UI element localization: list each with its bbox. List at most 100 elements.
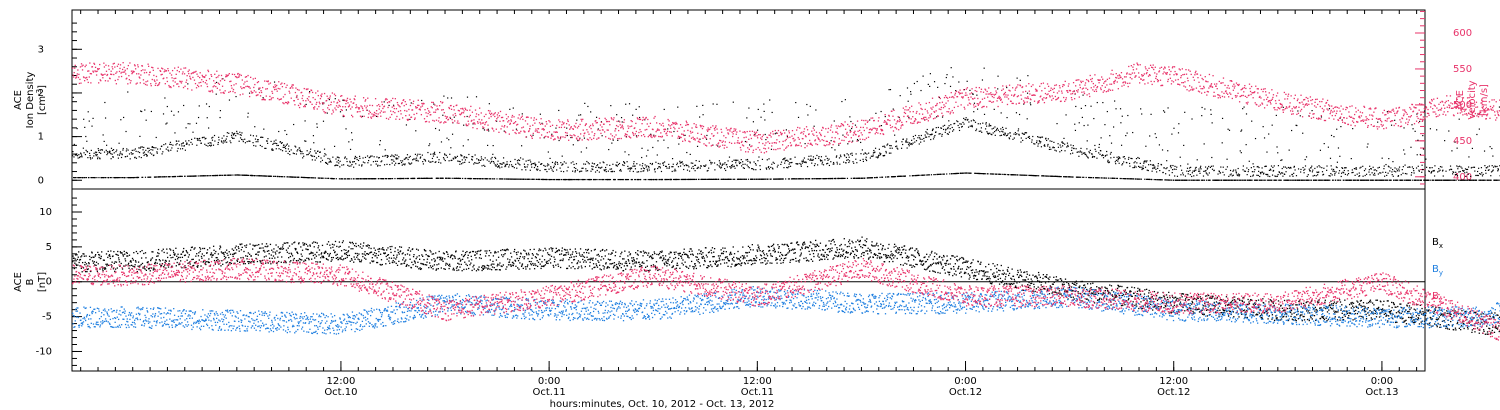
velocity-point bbox=[312, 107, 315, 109]
density-point bbox=[208, 105, 210, 108]
velocity-point bbox=[169, 86, 172, 88]
density-point bbox=[338, 178, 341, 180]
density-point bbox=[880, 153, 882, 155]
velocity-point bbox=[221, 78, 223, 80]
density-point bbox=[81, 155, 83, 157]
density-point bbox=[172, 144, 174, 146]
density-point bbox=[785, 178, 787, 180]
velocity-point bbox=[159, 69, 161, 72]
density-point bbox=[178, 175, 180, 178]
density-point bbox=[549, 178, 551, 181]
density-point bbox=[1398, 168, 1400, 170]
density-point bbox=[547, 163, 549, 165]
density-point bbox=[281, 150, 284, 152]
velocity-point bbox=[119, 67, 121, 70]
density-point bbox=[748, 144, 751, 146]
density-point bbox=[828, 158, 830, 160]
density-point bbox=[639, 164, 641, 166]
velocity-point bbox=[274, 84, 276, 86]
density-point bbox=[533, 166, 536, 169]
density-point bbox=[646, 165, 648, 167]
density-point bbox=[175, 144, 177, 146]
density-point bbox=[320, 157, 322, 159]
density-point bbox=[1186, 170, 1188, 172]
density-point bbox=[1402, 179, 1404, 181]
density-point bbox=[173, 114, 175, 116]
velocity-point bbox=[342, 114, 344, 117]
density-point bbox=[1235, 171, 1237, 173]
density-point bbox=[767, 166, 769, 169]
density-point bbox=[1355, 168, 1357, 170]
density-point bbox=[1253, 171, 1255, 173]
density-point bbox=[1391, 168, 1394, 171]
density-point bbox=[1267, 173, 1269, 176]
density-point bbox=[340, 178, 343, 180]
velocity-point bbox=[274, 86, 277, 88]
density-point bbox=[463, 156, 465, 158]
density-point bbox=[439, 151, 441, 154]
density-point bbox=[105, 176, 107, 179]
density-point bbox=[558, 139, 560, 142]
density-point bbox=[675, 178, 677, 181]
density-point bbox=[600, 167, 602, 169]
density-point bbox=[211, 139, 214, 141]
density-point bbox=[364, 162, 366, 164]
density-point bbox=[653, 169, 656, 171]
velocity-point bbox=[304, 105, 306, 108]
density-point bbox=[920, 134, 922, 137]
density-point bbox=[591, 168, 593, 170]
density-point bbox=[295, 153, 298, 155]
density-point bbox=[1435, 179, 1437, 181]
velocity-point bbox=[239, 94, 241, 96]
velocity-point bbox=[204, 82, 207, 84]
density-point bbox=[651, 178, 653, 181]
density-point bbox=[223, 135, 225, 137]
velocity-point bbox=[143, 72, 146, 74]
density-point bbox=[1126, 132, 1128, 134]
velocity-point bbox=[189, 77, 191, 79]
density-point bbox=[970, 120, 972, 122]
density-point bbox=[1361, 179, 1363, 181]
density-point bbox=[1422, 134, 1424, 137]
density-point bbox=[118, 176, 120, 179]
density-point bbox=[700, 178, 702, 181]
density-point bbox=[878, 154, 880, 156]
density-point bbox=[107, 152, 109, 154]
density-point bbox=[937, 126, 939, 129]
density-point bbox=[803, 157, 806, 159]
density-point bbox=[347, 178, 350, 180]
density-point bbox=[140, 156, 142, 159]
density-point bbox=[1403, 127, 1405, 129]
density-point bbox=[141, 176, 143, 178]
density-point bbox=[766, 178, 768, 180]
velocity-point bbox=[126, 68, 128, 70]
density-point bbox=[974, 121, 977, 123]
density-point bbox=[305, 140, 307, 142]
density-point bbox=[859, 177, 861, 179]
density-point bbox=[551, 133, 553, 135]
density-point bbox=[353, 178, 355, 180]
density-point bbox=[721, 163, 724, 165]
density-point bbox=[987, 173, 989, 175]
velocity-point bbox=[224, 90, 226, 92]
density-point bbox=[1014, 174, 1016, 176]
density-point bbox=[349, 161, 351, 164]
density-point bbox=[1165, 179, 1167, 181]
density-point bbox=[1069, 153, 1072, 155]
density-point bbox=[244, 138, 246, 140]
velocity-point bbox=[144, 83, 147, 86]
velocity-point bbox=[121, 68, 124, 71]
density-point bbox=[1466, 168, 1469, 171]
density-point bbox=[358, 155, 361, 158]
velocity-point bbox=[297, 98, 299, 100]
density-point bbox=[308, 152, 310, 154]
density-point bbox=[631, 167, 633, 169]
density-point bbox=[1273, 179, 1275, 181]
density-point bbox=[226, 141, 228, 143]
density-point bbox=[1175, 168, 1177, 170]
density-point bbox=[1483, 150, 1486, 152]
density-point bbox=[979, 123, 981, 125]
velocity-point bbox=[382, 107, 384, 110]
density-point bbox=[448, 160, 450, 162]
density-point bbox=[1458, 171, 1460, 173]
